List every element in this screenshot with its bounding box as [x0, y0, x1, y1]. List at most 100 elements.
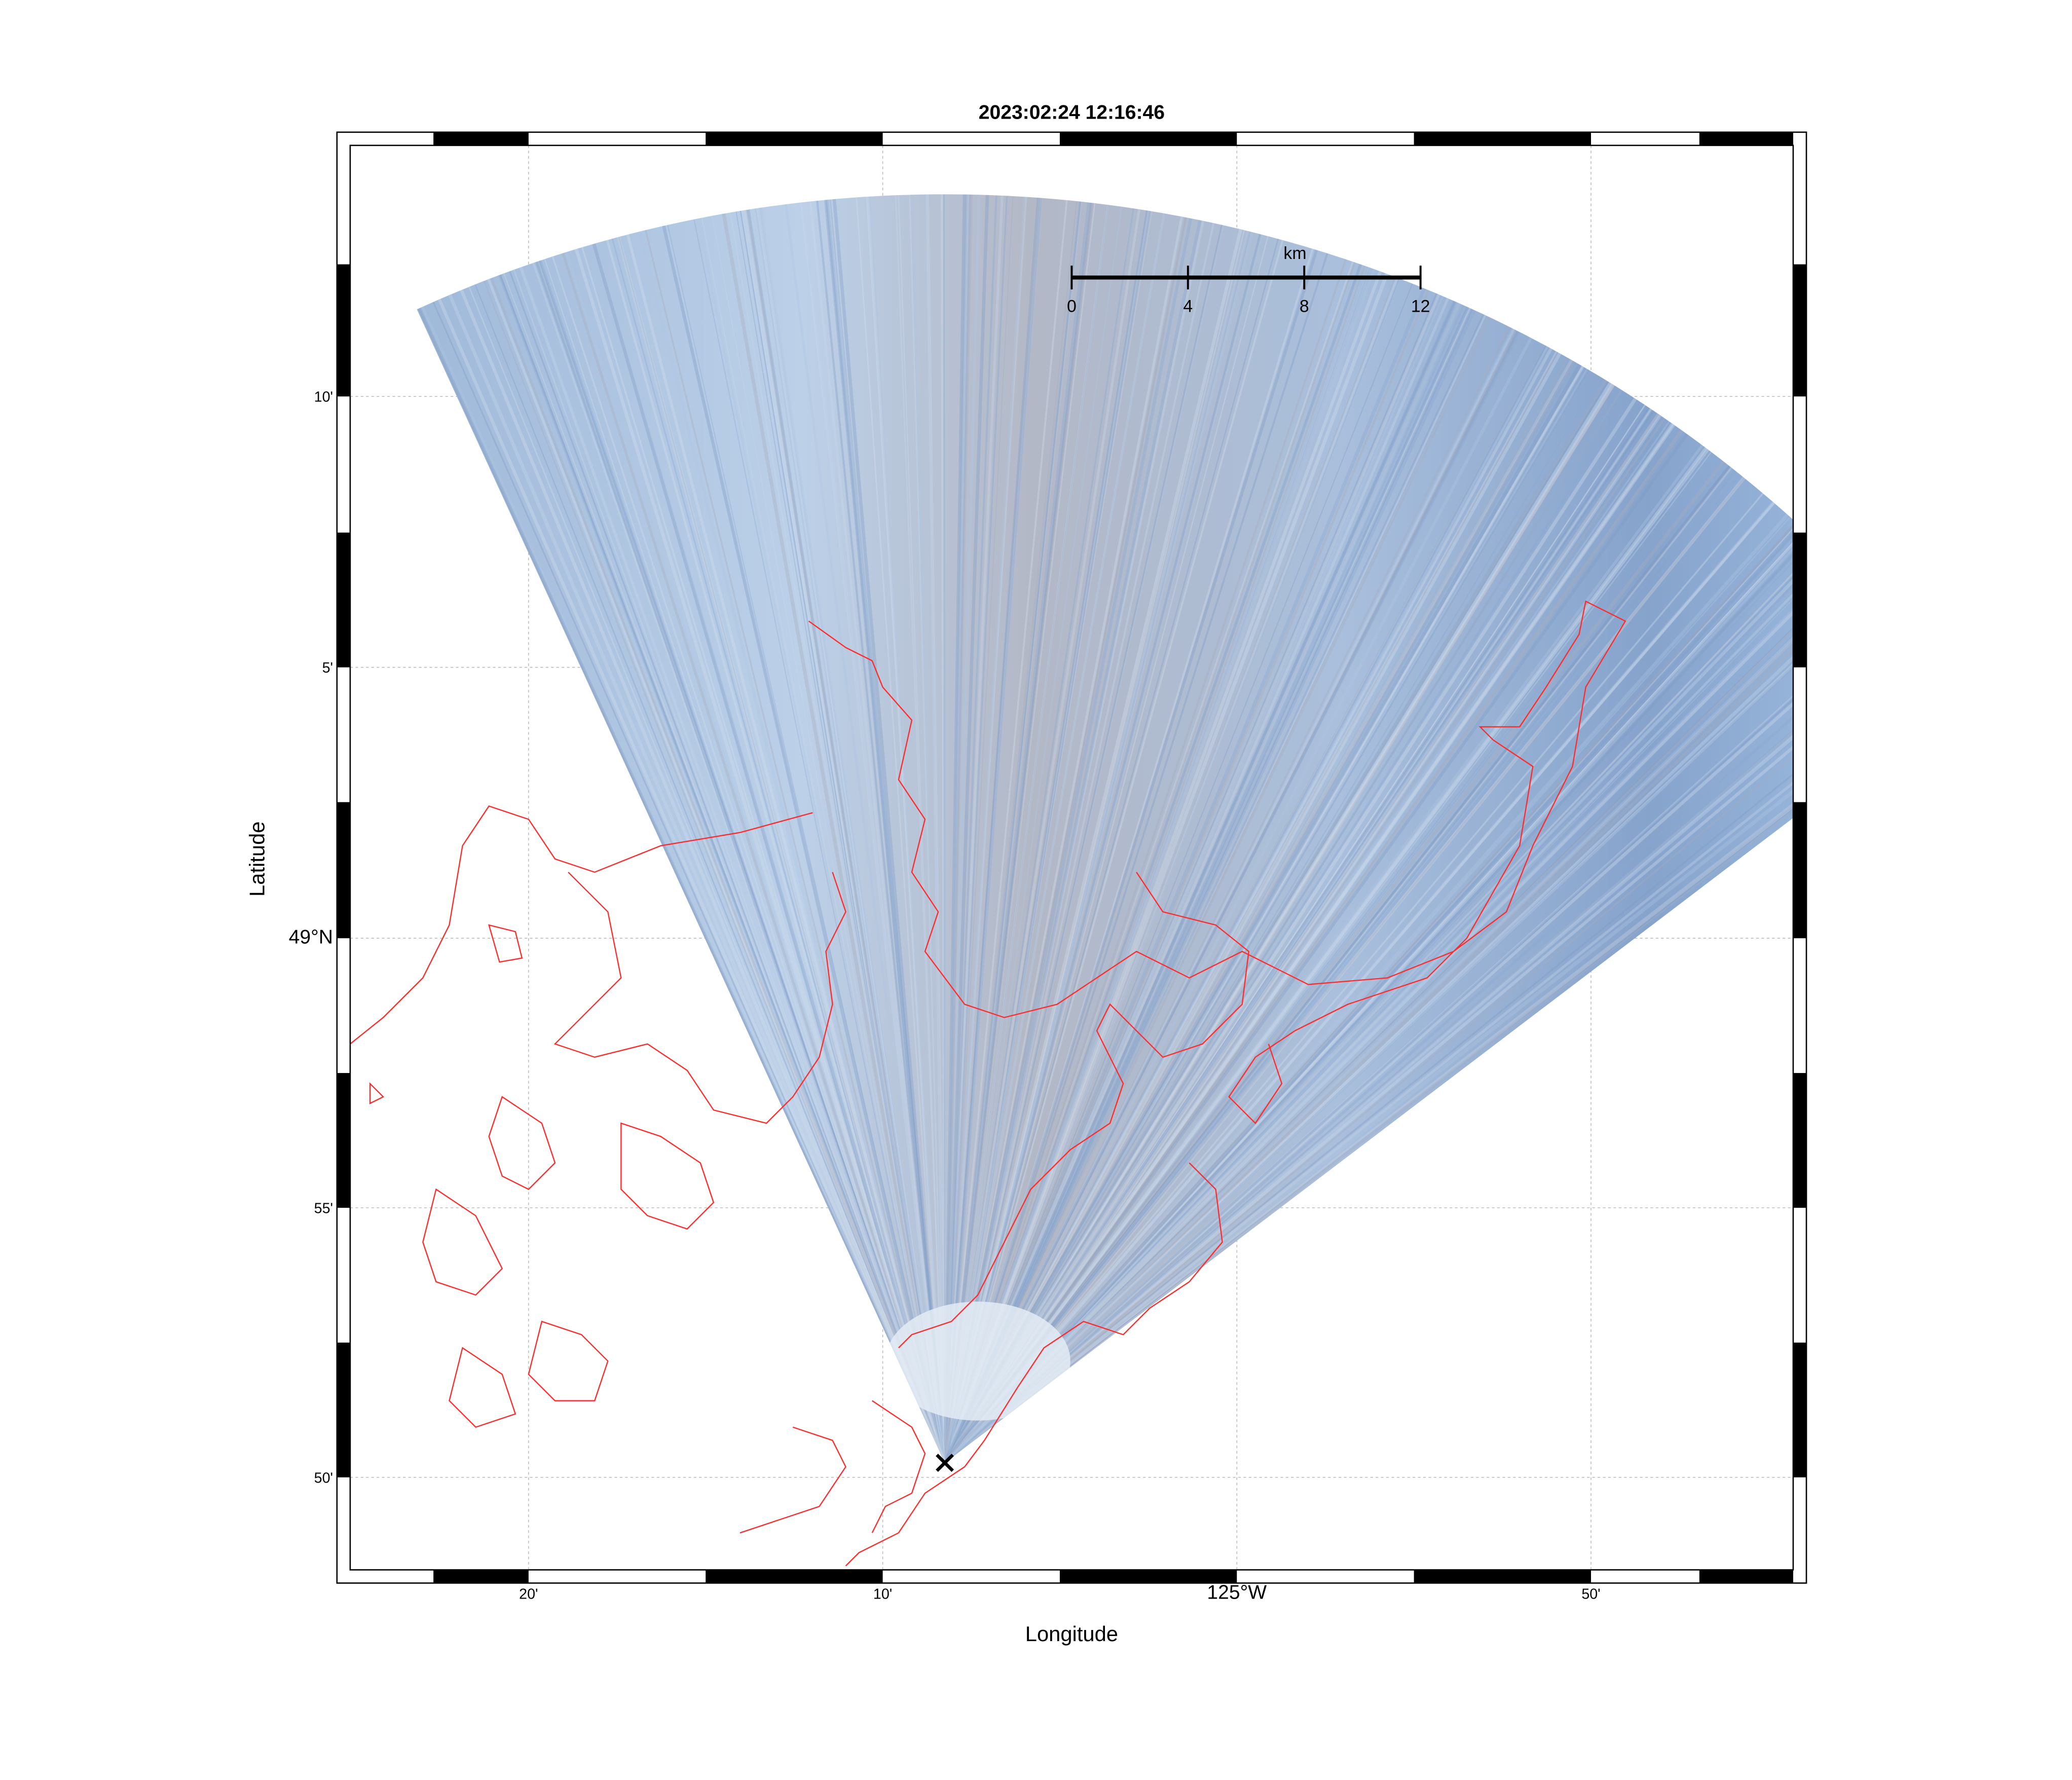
texture-stripe	[944, 359, 1572, 1463]
texture-stripe	[943, 287, 1426, 1463]
frame-segment	[337, 1073, 350, 1208]
texture-stripe	[829, 199, 946, 1463]
texture-stripe	[943, 264, 1362, 1463]
frame-segment	[1414, 1570, 1591, 1583]
texture-stripe	[944, 196, 1014, 1463]
texture-stripe	[909, 195, 946, 1463]
texture-stripe	[944, 577, 1793, 1463]
texture-stripe	[944, 501, 1775, 1463]
texture-stripe	[944, 523, 1793, 1463]
texture-stripe	[944, 686, 1793, 1463]
texture-stripe	[740, 210, 945, 1463]
texture-stripe	[832, 199, 947, 1463]
texture-stripe	[944, 238, 1279, 1463]
footprint-base	[417, 194, 1793, 1463]
texture-stripe	[943, 423, 1676, 1463]
texture-stripe	[665, 225, 946, 1463]
map-title: 2023:02:24 12:16:46	[979, 102, 1165, 124]
texture-stripe	[755, 208, 946, 1463]
texture-stripe	[944, 573, 1793, 1463]
texture-stripe	[943, 473, 1742, 1463]
texture-stripe	[943, 203, 1094, 1463]
texture-stripe	[866, 197, 946, 1463]
texture-stripe	[535, 261, 946, 1463]
texture-stripe	[943, 413, 1660, 1463]
frame-segment	[1793, 1342, 1806, 1477]
texture-stripe	[662, 225, 947, 1463]
frame-segment	[1793, 1073, 1806, 1208]
frame-segment	[1699, 1570, 1793, 1583]
texture-stripe	[483, 280, 946, 1463]
texture-stripe	[944, 283, 1413, 1463]
texture-stripe	[943, 328, 1514, 1463]
texture-stripe	[944, 389, 1623, 1463]
texture-stripe	[522, 266, 946, 1463]
texture-stripe	[943, 262, 1356, 1463]
texture-stripe	[944, 521, 1793, 1463]
texture-stripe	[943, 261, 1354, 1463]
texture-stripe	[944, 369, 1589, 1463]
texture-stripe	[944, 206, 1123, 1463]
texture-stripe	[943, 249, 1318, 1463]
texture-stripe	[944, 421, 1670, 1463]
texture-stripe	[711, 215, 945, 1463]
texture-stripe	[581, 247, 946, 1463]
texture-stripe	[944, 202, 1093, 1463]
texture-stripe	[943, 229, 1243, 1463]
texture-stripe	[943, 346, 1549, 1463]
texture-stripe	[944, 429, 1682, 1463]
texture-stripe	[944, 211, 1153, 1463]
x-tick-label: 50'	[1581, 1586, 1600, 1603]
frame-segment	[1414, 132, 1591, 145]
texture-stripe	[785, 204, 946, 1463]
texture-stripe	[943, 637, 1793, 1463]
texture-stripe	[943, 314, 1487, 1463]
texture-stripe	[943, 545, 1793, 1463]
texture-stripe	[944, 452, 1712, 1463]
texture-stripe	[741, 210, 946, 1463]
texture-stripe	[943, 306, 1469, 1463]
texture-stripe	[943, 615, 1793, 1463]
texture-stripe	[729, 212, 946, 1463]
y-tick-label: 10'	[314, 389, 333, 405]
texture-stripe	[513, 269, 946, 1463]
texture-stripe	[944, 456, 1718, 1463]
footprint-texture	[417, 194, 1793, 1463]
texture-stripe	[944, 344, 1544, 1463]
frame-segment	[433, 1570, 529, 1583]
texture-stripe	[944, 217, 1187, 1463]
texture-stripe	[944, 466, 1731, 1463]
texture-stripe	[943, 198, 1043, 1463]
texture-stripe	[943, 194, 970, 1463]
texture-stripe	[944, 687, 1793, 1463]
coastline	[350, 600, 1626, 1567]
texture-stripe	[944, 210, 1150, 1463]
texture-stripe	[509, 271, 946, 1463]
texture-stripe	[490, 277, 946, 1463]
texture-stripe	[944, 366, 1584, 1463]
texture-stripe	[739, 210, 946, 1463]
texture-stripe	[944, 530, 1793, 1463]
texture-stripe	[944, 522, 1793, 1463]
texture-stripe	[944, 201, 1078, 1463]
texture-stripe	[755, 208, 946, 1463]
texture-stripe	[944, 346, 1548, 1463]
texture-stripe	[943, 444, 1704, 1463]
texture-stripe	[943, 220, 1205, 1463]
texture-stripe	[943, 368, 1589, 1463]
texture-stripe	[944, 213, 1165, 1463]
texture-stripe	[944, 686, 1793, 1463]
texture-stripe	[611, 238, 946, 1463]
texture-stripe	[943, 546, 1793, 1463]
texture-stripe	[943, 524, 1793, 1463]
texture-stripe	[944, 554, 1793, 1463]
texture-stripe	[943, 202, 1091, 1463]
texture-stripe	[722, 213, 947, 1463]
texture-stripe	[943, 219, 1202, 1463]
texture-stripe	[943, 195, 989, 1463]
texture-stripe	[943, 209, 1141, 1463]
texture-stripe	[943, 231, 1250, 1463]
scale-tick-label: 0	[1067, 296, 1077, 316]
frame-segment	[706, 1570, 883, 1583]
